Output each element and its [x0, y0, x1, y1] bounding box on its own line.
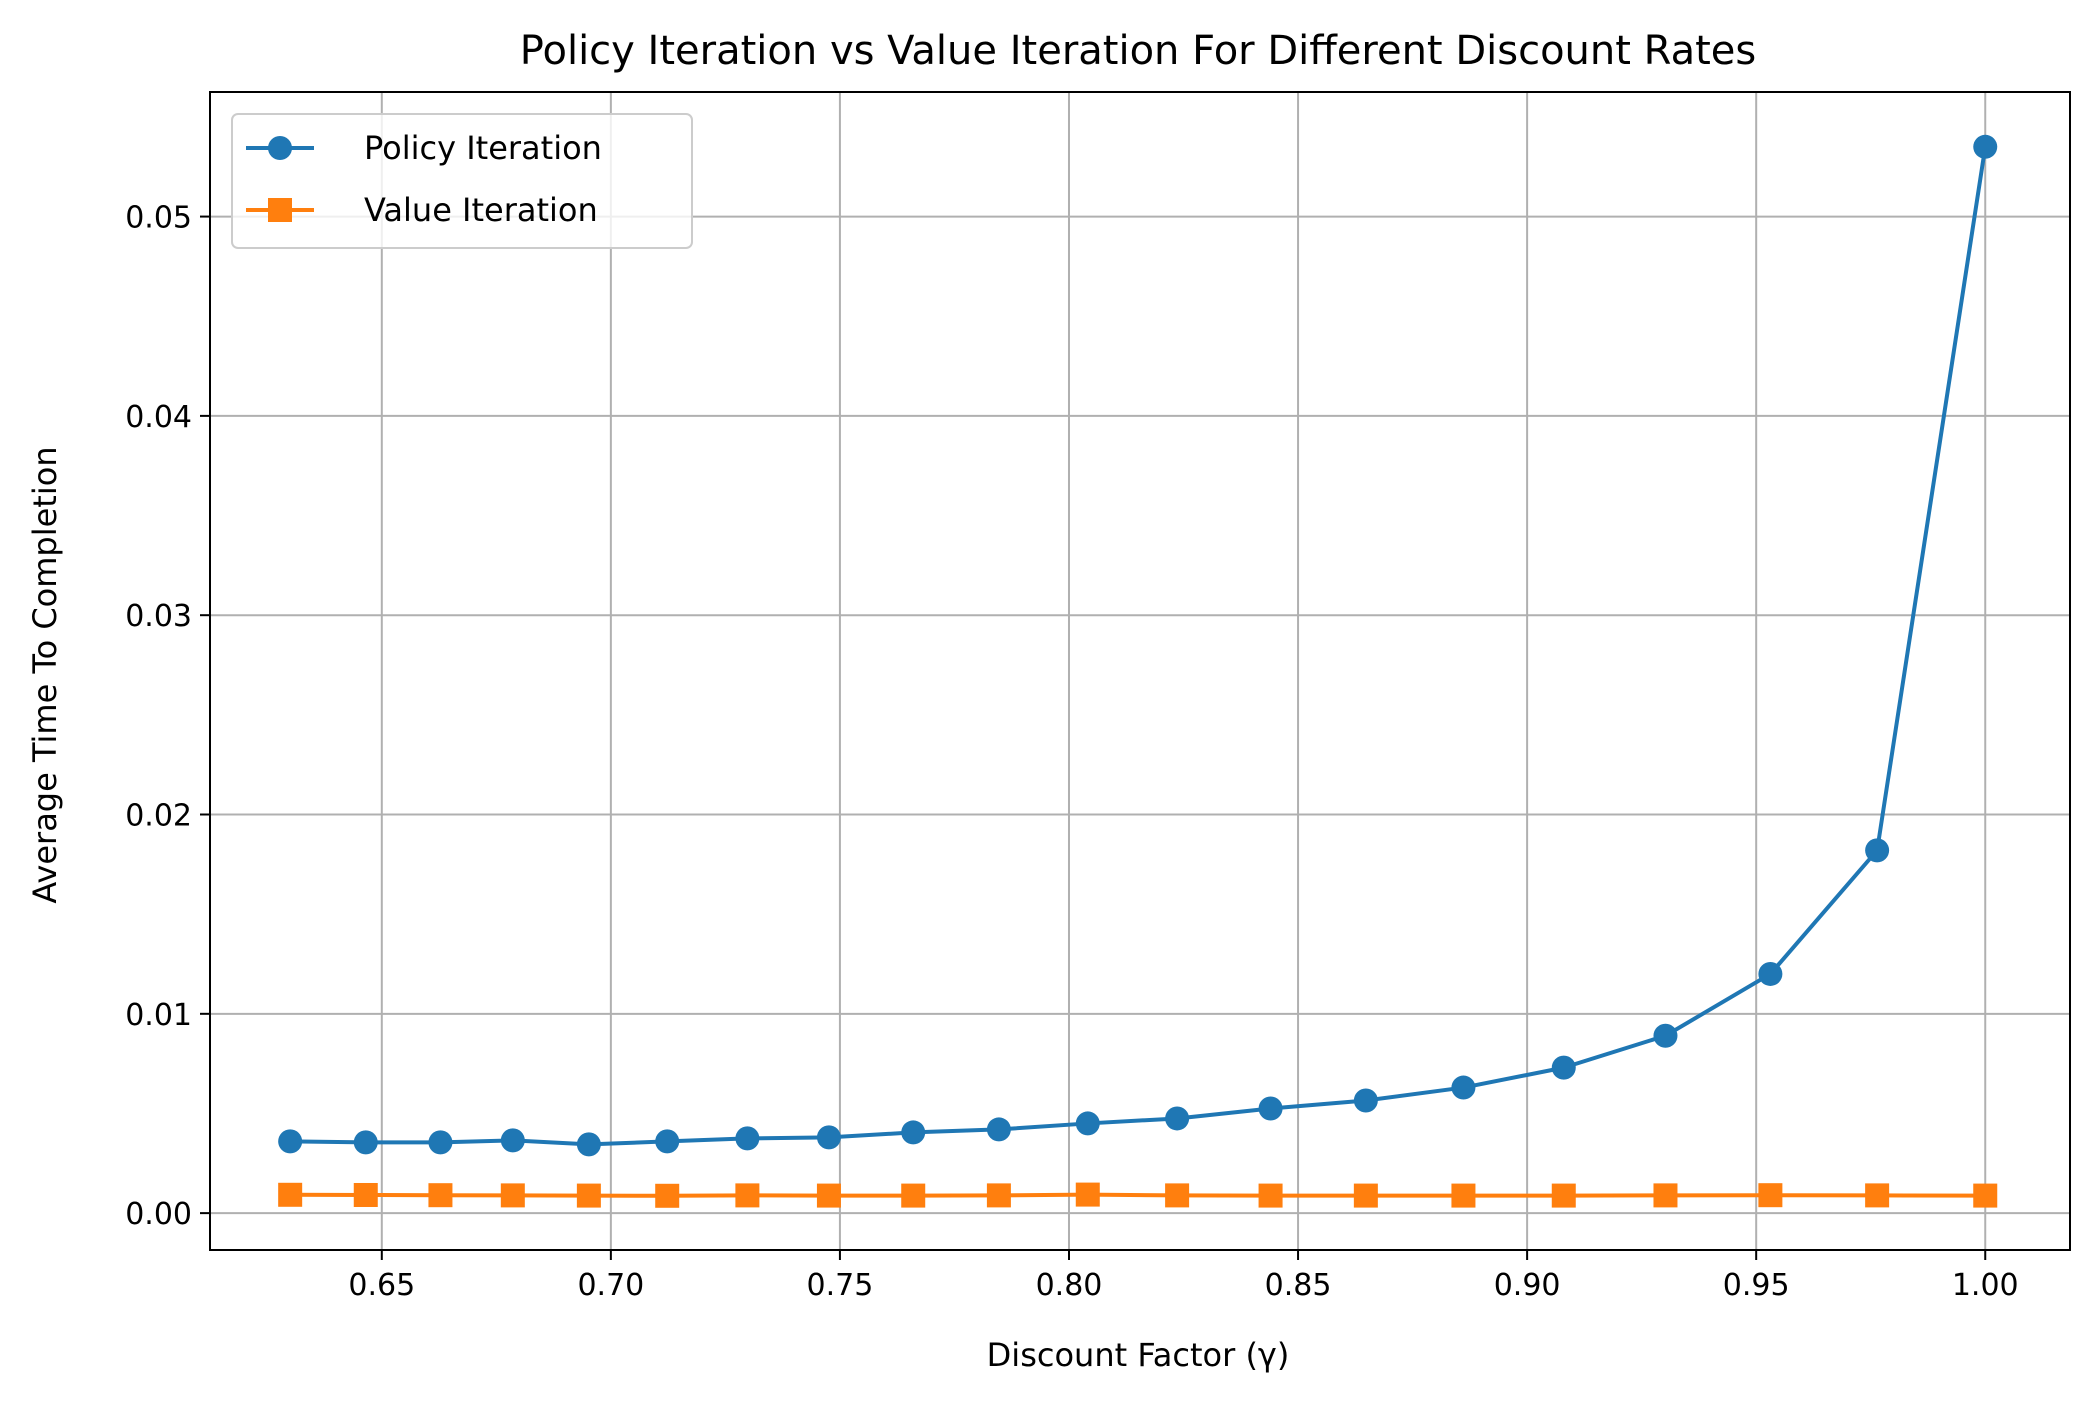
x-tick-label: 0.65 [348, 1268, 415, 1303]
value-iteration-point [1258, 1183, 1283, 1208]
y-tick-label: 0.03 [125, 599, 192, 634]
value-iteration-point [1653, 1183, 1678, 1208]
value-iteration-point [353, 1182, 378, 1207]
value-iteration-point [1075, 1182, 1100, 1207]
policy-iteration-point [655, 1129, 680, 1154]
legend-entry-value-iteration: Value Iteration [246, 191, 598, 229]
x-tick-label: 0.75 [807, 1268, 874, 1303]
x-tick-label: 1.00 [1952, 1268, 2019, 1303]
policy-iteration-point [1451, 1075, 1476, 1100]
value-iteration-series [278, 1182, 1998, 1208]
value-iteration-point [1353, 1183, 1378, 1208]
value-iteration-point [1973, 1183, 1998, 1208]
policy-iteration-point [428, 1130, 453, 1155]
legend-label: Policy Iteration [364, 129, 602, 167]
policy-iteration-line [290, 146, 1988, 1147]
legend: Policy Iteration Value Iteration [231, 113, 693, 249]
value-iteration-point [1758, 1183, 1783, 1208]
policy-iteration-point [901, 1120, 926, 1145]
policy-iteration-series [278, 134, 1998, 1157]
policy-iteration-point [1353, 1088, 1378, 1113]
value-iteration-line [290, 1192, 1986, 1198]
value-iteration-point [1165, 1183, 1190, 1208]
legend-entry-policy-iteration: Policy Iteration [246, 129, 602, 167]
plot-series [278, 134, 1998, 1208]
y-tick-label: 0.02 [125, 799, 192, 834]
policy-iteration-point [735, 1126, 760, 1151]
value-iteration-point [735, 1183, 760, 1208]
policy-iteration-point [1758, 961, 1783, 986]
policy-iteration-point [353, 1130, 378, 1155]
value-iteration-point [428, 1183, 453, 1208]
value-iteration-point [1551, 1183, 1576, 1208]
y-tick-label: 0.01 [125, 998, 192, 1033]
y-axis-title: Average Time To Completion [26, 446, 64, 903]
legend-marker [268, 198, 292, 222]
chart-title: Policy Iteration vs Value Iteration For … [520, 28, 1756, 74]
value-iteration-point [576, 1183, 601, 1208]
value-iteration-point [1865, 1183, 1890, 1208]
policy-iteration-point [1865, 838, 1890, 863]
x-tick-label: 0.80 [1036, 1268, 1103, 1303]
policy-iteration-point [816, 1125, 841, 1150]
legend-box [231, 113, 693, 249]
x-axis-title: Discount Factor (γ) [987, 1336, 1290, 1374]
x-tick-label: 0.90 [1494, 1268, 1561, 1303]
policy-iteration-point [986, 1117, 1011, 1142]
policy-iteration-point [1165, 1106, 1190, 1131]
value-iteration-point [816, 1183, 841, 1208]
policy-iteration-point [1551, 1055, 1576, 1080]
policy-iteration-point [1075, 1111, 1100, 1136]
policy-iteration-point [576, 1132, 601, 1157]
value-iteration-point [1451, 1183, 1476, 1208]
plot-area-frame [209, 91, 2071, 1251]
value-iteration-point [901, 1183, 926, 1208]
value-iteration-point [986, 1183, 1011, 1208]
y-tick-label: 0.04 [125, 400, 192, 435]
y-tick-label: 0.00 [125, 1197, 192, 1232]
value-iteration-point [500, 1183, 525, 1208]
y-tick-label: 0.05 [125, 201, 192, 236]
legend-marker [268, 136, 292, 160]
legend-label: Value Iteration [364, 191, 598, 229]
axes: 0.65 0.70 0.75 0.80 0.85 0.90 0.95 1.00 0.00 0.01… [125, 201, 2018, 1303]
x-tick-label: 0.70 [577, 1268, 644, 1303]
policy-iteration-point [1973, 134, 1998, 159]
x-tick-label: 0.85 [1265, 1268, 1332, 1303]
value-iteration-point [278, 1182, 303, 1207]
policy-iteration-point [1258, 1096, 1283, 1121]
x-tick-label: 0.95 [1723, 1268, 1790, 1303]
policy-iteration-point [1653, 1023, 1678, 1048]
grid [210, 92, 2070, 1250]
policy-iteration-point [500, 1128, 525, 1153]
value-iteration-point [655, 1183, 680, 1208]
policy-iteration-point [278, 1129, 303, 1154]
